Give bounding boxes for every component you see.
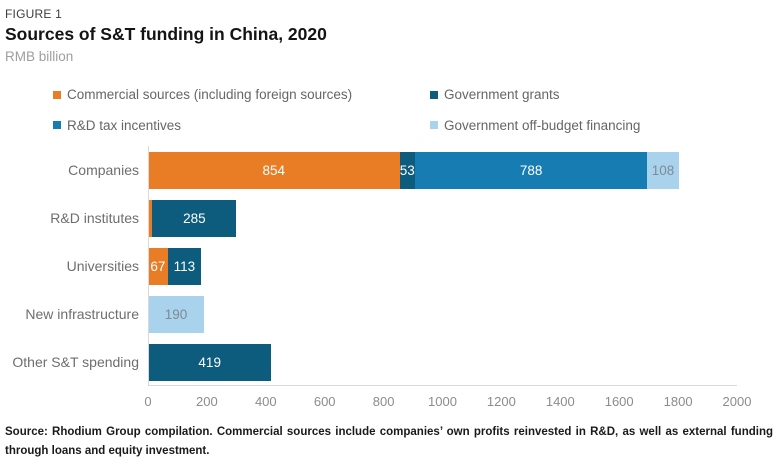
bar-value-label: 67 <box>150 258 166 274</box>
chart-row: Universities 67 113 <box>5 242 737 290</box>
bar-segment-government-grants: 419 <box>148 343 272 381</box>
legend-swatch-off-budget <box>430 121 438 130</box>
bar-track: 285 <box>148 199 737 237</box>
bar-segment-commercial: 67 <box>148 247 168 285</box>
legend-label: Government off-budget financing <box>444 117 641 133</box>
legend-swatch-government-grants <box>430 90 438 99</box>
x-tick-label: 1200 <box>486 394 516 409</box>
bar-value-label: 788 <box>519 162 543 178</box>
bar-segment-government-grants: 113 <box>167 247 201 285</box>
category-label: Other S&T spending <box>12 354 139 370</box>
category-label: Companies <box>68 162 139 178</box>
legend-swatch-rd-tax-incentives <box>53 121 61 130</box>
bar-value-label: 53 <box>399 162 415 178</box>
bar-value-label: 113 <box>173 258 196 274</box>
bar-track: 419 <box>148 343 737 381</box>
x-tick-label: 200 <box>196 394 218 409</box>
category-label: Universities <box>66 258 139 274</box>
bar-segment-commercial: 854 <box>148 151 400 189</box>
legend-swatch-commercial <box>53 90 61 99</box>
chart-rows: Companies 854 53 788 108 R&D institutes 285 Uni… <box>5 146 737 386</box>
chart-row: Other S&T spending 419 <box>5 338 737 386</box>
bar-value-label: 419 <box>198 354 221 370</box>
bar-value-label: 190 <box>164 306 188 322</box>
x-axis-ticks: 0 200 400 600 800 1000 1200 1400 1600 1800 2000 <box>144 391 751 409</box>
chart-row: R&D institutes 285 <box>5 194 737 242</box>
chart-row: New infrastructure 190 <box>5 290 737 338</box>
chart-legend: Commercial sources (including foreign so… <box>53 88 777 132</box>
legend-item-rd-tax-incentives: R&D tax incentives <box>53 117 430 133</box>
category-label: R&D institutes <box>50 210 139 226</box>
legend-label: Government grants <box>444 87 560 102</box>
chart-unit-label: RMB billion <box>5 49 74 64</box>
legend-label: Commercial sources (including foreign so… <box>67 87 353 102</box>
bar-chart: Companies 854 53 788 108 R&D institutes 285 Uni… <box>5 146 737 386</box>
legend-item-commercial: Commercial sources (including foreign so… <box>53 88 430 102</box>
x-tick-label: 600 <box>313 394 336 409</box>
legend-label: R&D tax incentives <box>67 117 182 133</box>
bar-segment-government-grants: 53 <box>399 151 416 189</box>
bar-segment-commercial <box>148 199 153 237</box>
figure-number: FIGURE 1 <box>5 7 62 21</box>
bar-track: 190 <box>148 295 737 333</box>
x-tick-label: 0 <box>144 394 152 409</box>
bar-track: 854 53 788 108 <box>148 151 737 189</box>
bar-segment-off-budget: 190 <box>148 295 204 333</box>
chart-title: Sources of S&T funding in China, 2020 <box>5 24 327 44</box>
bar-track: 67 113 <box>148 247 737 285</box>
bar-segment-rd-tax-incentives: 788 <box>415 151 648 189</box>
x-tick-label: 1800 <box>663 394 693 409</box>
x-tick-label: 1400 <box>545 394 575 409</box>
x-tick-label: 2000 <box>722 394 752 409</box>
bar-value-label: 285 <box>183 210 206 226</box>
figure-header: FIGURE 1 Sources of S&T funding in China… <box>0 0 777 64</box>
x-tick-label: 1000 <box>428 394 457 409</box>
legend-item-government-grants: Government grants <box>430 88 777 102</box>
chart-row: Companies 854 53 788 108 <box>5 146 737 194</box>
x-tick-label: 800 <box>372 394 395 409</box>
x-tick-label: 1600 <box>604 394 634 409</box>
bar-segment-off-budget: 108 <box>647 151 679 189</box>
category-label: New infrastructure <box>25 306 139 322</box>
bar-value-label: 108 <box>651 162 675 178</box>
legend-item-off-budget: Government off-budget financing <box>430 117 777 133</box>
bar-segment-government-grants: 285 <box>152 199 237 237</box>
bar-value-label: 854 <box>262 162 286 178</box>
source-note: Source: Rhodium Group compilation. Comme… <box>5 426 773 457</box>
x-tick-label: 400 <box>254 394 277 409</box>
